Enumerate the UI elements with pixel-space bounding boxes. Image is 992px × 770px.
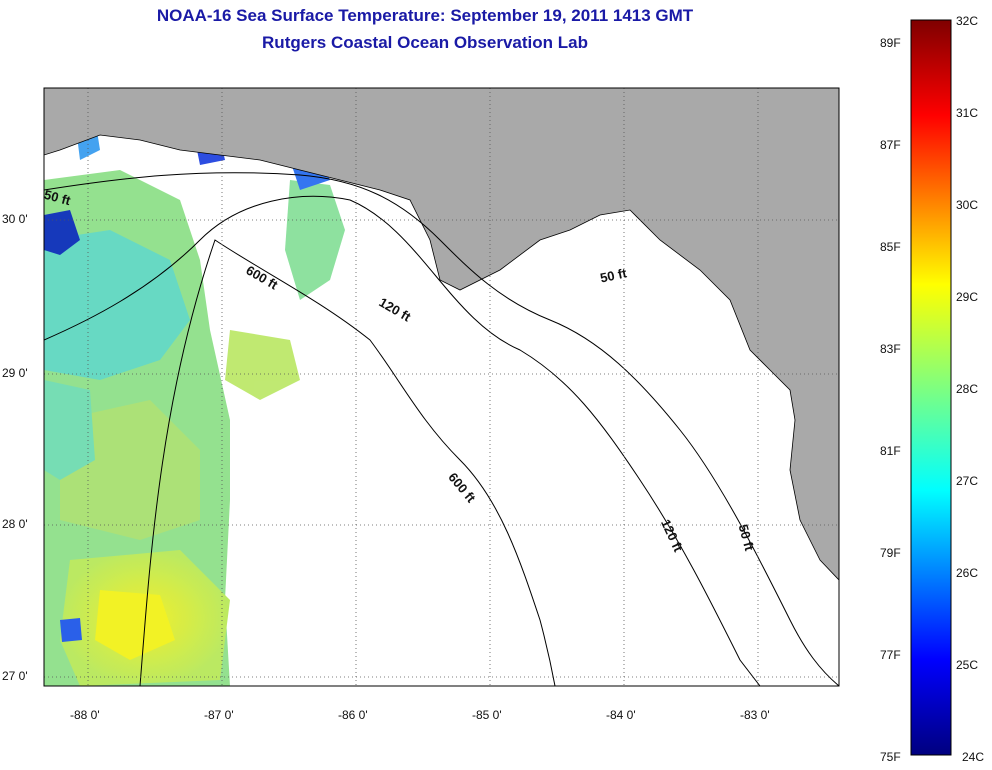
lon-label: -85 0' — [472, 708, 502, 722]
lat-label: 27 0' — [2, 669, 28, 683]
colorbar-celsius-label: 28C — [956, 382, 979, 396]
colorbar-celsius-label: 24C — [962, 750, 985, 764]
lon-label: -87 0' — [204, 708, 234, 722]
map-title: NOAA-16 Sea Surface Temperature: Septemb… — [156, 6, 694, 25]
lon-label: -88 0' — [70, 708, 100, 722]
colorbar — [910, 19, 952, 756]
colorbar-celsius-label: 27C — [956, 474, 979, 488]
sst-patches — [44, 118, 345, 686]
colorbar-fahrenheit-label: 87F — [880, 138, 901, 152]
colorbar-fahrenheit-label: 79F — [880, 546, 901, 560]
colorbar-celsius-label: 26C — [956, 566, 979, 580]
colorbar-celsius-label: 30C — [956, 198, 979, 212]
lon-label: -86 0' — [338, 708, 368, 722]
colorbar-fahrenheit-label: 89F — [880, 36, 901, 50]
colorbar-fahrenheit-label: 75F — [880, 750, 901, 764]
graticule — [44, 88, 839, 686]
colorbar-fahrenheit-label: 81F — [880, 444, 901, 458]
lat-label: 29 0' — [2, 366, 28, 380]
lat-label: 30 0' — [2, 212, 28, 226]
plot-frame — [43, 87, 840, 687]
map-subtitle: Rutgers Coastal Ocean Observation Lab — [262, 33, 588, 52]
colorbar-celsius-label: 31C — [956, 106, 979, 120]
land-mass — [44, 88, 839, 581]
colorbar-fahrenheit-label: 85F — [880, 240, 901, 254]
colorbar-celsius-label: 25C — [956, 658, 979, 672]
colorbar-fahrenheit-label: 83F — [880, 342, 901, 356]
lat-label: 28 0' — [2, 517, 28, 531]
colorbar-celsius-label: 29C — [956, 290, 979, 304]
lon-label: -84 0' — [606, 708, 636, 722]
colorbar-celsius-label: 32C — [956, 14, 979, 28]
lon-label: -83 0' — [740, 708, 770, 722]
colorbar-fahrenheit-label: 77F — [880, 648, 901, 662]
depth-contours — [44, 172, 839, 686]
